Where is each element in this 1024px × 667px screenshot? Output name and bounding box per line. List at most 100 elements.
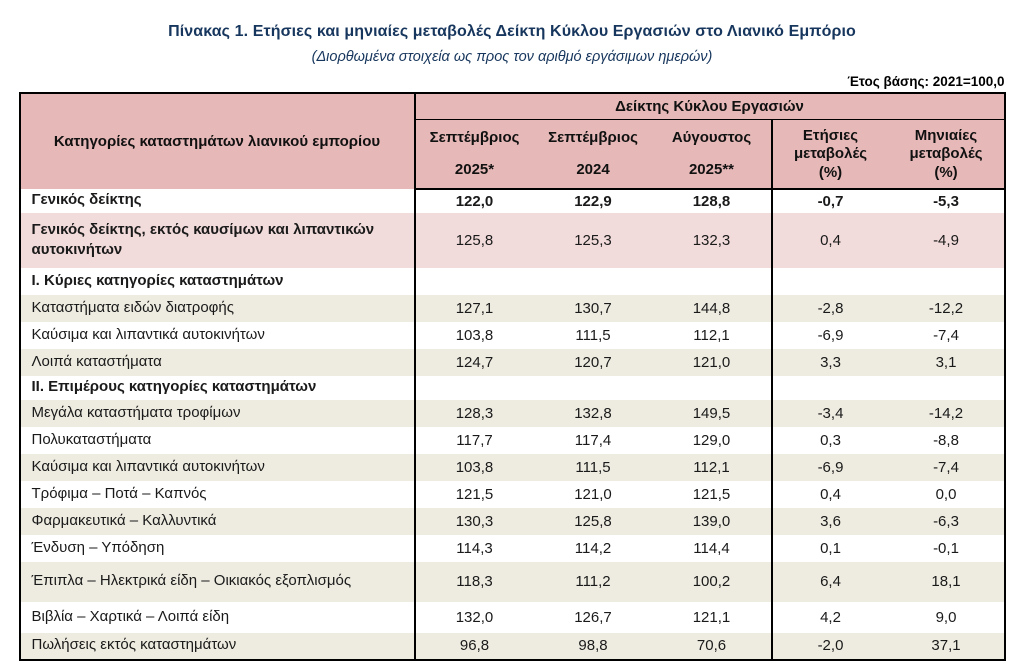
table-row: Γενικός δείκτης, εκτός καυσίμων και λιπα…	[19, 212, 1005, 268]
value-cell: 6,4	[770, 561, 889, 602]
value-cell	[413, 375, 534, 400]
header-row-group: Κατηγορίες καταστημάτων λιανικού εμπορίο…	[19, 93, 1005, 189]
value-cell: 37,1	[931, 637, 961, 654]
header-row-columns: Σεπτέμβριος 2025* Σεπτέμβριος 2024 Αύγου…	[20, 119, 1005, 190]
table-row: Ι. Κύριες κατηγορίες καταστημάτων	[19, 267, 1005, 295]
value-cell: -7,4	[933, 326, 959, 344]
value-cell: -5,3	[933, 192, 959, 210]
value-cell: 128,8	[692, 192, 731, 210]
column-header-annual-change: Ετήσιες μεταβολές (%)	[770, 119, 889, 190]
value-cell: 4,2	[770, 601, 889, 633]
group-header-cell: Δείκτης Κύκλου Εργασιών	[413, 93, 1005, 120]
value-cell: 132,8	[574, 404, 612, 422]
value-cell: 125,8	[574, 512, 612, 530]
value-cell: 120,7	[574, 353, 612, 371]
value-cell: 100,2	[692, 573, 731, 590]
row-label-cell: Λοιπά καταστήματα	[31, 352, 162, 370]
value-cell: -2,0	[770, 632, 889, 660]
table-row: Βιβλία – Χαρτικά – Λοιπά είδη 132,0 126,7 1…	[19, 601, 1005, 633]
value-cell: -4,9	[933, 231, 959, 249]
table-row: Καταστήματα ειδών διατροφής 127,1 130,7 144…	[19, 294, 1005, 322]
table-subtitle: (Διορθωμένα στοιχεία ως προς τον αριθμό …	[311, 49, 713, 65]
value-cell: 122,0	[413, 188, 534, 213]
value-cell: 103,8	[413, 321, 534, 349]
value-cell	[534, 268, 653, 295]
table-row: Πωλήσεις εκτός καταστημάτων 96,8 98,8 70,6 -…	[19, 632, 1005, 660]
value-cell: 126,7	[574, 608, 612, 626]
value-cell: 125,8	[413, 212, 534, 268]
row-label-cell: Καύσιμα και λιπαντικά αυτοκινήτων	[31, 325, 265, 343]
value-cell: -7,4	[933, 458, 959, 476]
row-label-cell: Γενικός δείκτης	[31, 191, 142, 209]
value-cell: 130,3	[413, 507, 534, 535]
value-cell: 121,5	[692, 485, 731, 503]
value-cell: 149,5	[692, 404, 731, 422]
value-cell	[770, 375, 889, 400]
table-row: Καύσιμα και λιπαντικά αυτοκινήτων 103,8 11…	[19, 453, 1005, 481]
value-cell: 128,3	[413, 399, 534, 427]
value-cell: 132,3	[692, 231, 731, 249]
value-cell: 114,2	[574, 539, 612, 557]
table-row: Καύσιμα και λιπαντικά αυτοκινήτων 103,8 11…	[19, 321, 1005, 349]
column-header-aug-2025: Αύγουστος 2025**	[652, 119, 772, 190]
value-cell	[889, 268, 1005, 295]
value-cell: 117,7	[413, 426, 534, 454]
turnover-index-table: Κατηγορίες καταστημάτων λιανικού εμπορίο…	[18, 92, 1006, 661]
value-cell: 111,2	[575, 573, 611, 590]
value-cell: 0,4	[770, 480, 889, 508]
value-cell: 122,9	[574, 192, 612, 210]
table-row: ΙΙ. Επιμέρους κατηγορίες καταστημάτων	[19, 375, 1005, 400]
value-cell: -0,1	[933, 539, 959, 557]
value-cell: -6,9	[770, 453, 889, 481]
row-label-cell: ΙΙ. Επιμέρους κατηγορίες καταστημάτων	[31, 378, 317, 396]
value-cell	[653, 268, 772, 295]
value-cell: 132,0	[413, 601, 534, 633]
value-cell: -8,8	[933, 431, 959, 449]
table-row: Έπιπλα – Ηλεκτρικά είδη – Οικιακός εξοπλ…	[19, 561, 1005, 602]
value-cell: 0,1	[770, 534, 889, 562]
value-cell: 121,5	[413, 480, 534, 508]
table-row: Ένδυση – Υπόδηση 114,3 114,2 114,4 0,1 -0,1	[19, 534, 1005, 562]
value-cell: 112,1	[693, 326, 730, 344]
value-cell: 0,4	[770, 212, 889, 268]
row-label-cell: Ι. Κύριες κατηγορίες καταστημάτων	[31, 271, 284, 289]
value-cell: 127,1	[413, 294, 534, 322]
value-cell: 103,8	[413, 453, 534, 481]
value-cell: 129,0	[692, 431, 731, 449]
value-cell	[770, 267, 889, 295]
value-cell: 112,1	[693, 458, 730, 476]
value-cell: 0,3	[770, 426, 889, 454]
value-cell: 3,6	[770, 507, 889, 535]
value-cell: -0,7	[770, 188, 889, 213]
value-cell: 18,1	[931, 573, 961, 590]
value-cell: 144,8	[692, 299, 731, 317]
column-header-sep-2024: Σεπτέμβριος 2024	[533, 119, 653, 190]
row-label-cell: Πολυκαταστήματα	[31, 430, 152, 448]
table-row: Πολυκαταστήματα 117,7 117,4 129,0 0,3 -8,8	[19, 426, 1005, 454]
value-cell: 9,0	[935, 608, 957, 626]
table-title: Πίνακας 1. Ετήσιες και μηνιαίες μεταβολέ…	[168, 23, 856, 40]
row-label-cell: Φαρμακευτικά – Καλλυντικά	[31, 511, 217, 529]
value-cell: 121,0	[574, 485, 612, 503]
table-row: Μεγάλα καταστήματα τροφίμων 128,3 132,8 149…	[19, 399, 1005, 427]
row-label-cell: Πωλήσεις εκτός καταστημάτων	[31, 636, 237, 654]
value-cell: 3,1	[935, 353, 957, 371]
value-cell: 117,4	[574, 431, 612, 449]
row-header-cell: Κατηγορίες καταστημάτων λιανικού εμπορίο…	[19, 93, 416, 189]
value-cell: -6,9	[770, 321, 889, 349]
row-label-cell: Καταστήματα ειδών διατροφής	[31, 298, 234, 316]
value-cell: 118,3	[413, 561, 534, 602]
value-cell: 111,5	[575, 326, 611, 344]
row-label-cell: Καύσιμα και λιπαντικά αυτοκινήτων	[31, 457, 265, 475]
value-cell: 3,3	[770, 348, 889, 376]
value-cell: 125,3	[574, 231, 612, 249]
column-header-sep-2025: Σεπτέμβριος 2025*	[413, 119, 534, 190]
row-label-cell: Μεγάλα καταστήματα τροφίμων	[31, 403, 241, 421]
value-cell: 96,8	[413, 632, 534, 660]
row-label-cell: Έπιπλα – Ηλεκτρικά είδη – Οικιακός εξοπλ…	[31, 572, 352, 590]
row-label-cell: Γενικός δείκτης, εκτός καυσίμων και λιπα…	[31, 220, 375, 258]
value-cell: 0,0	[935, 485, 957, 503]
table-row: Φαρμακευτικά – Καλλυντικά 130,3 125,8 139,0…	[19, 507, 1005, 535]
value-cell: 70,6	[696, 637, 727, 654]
